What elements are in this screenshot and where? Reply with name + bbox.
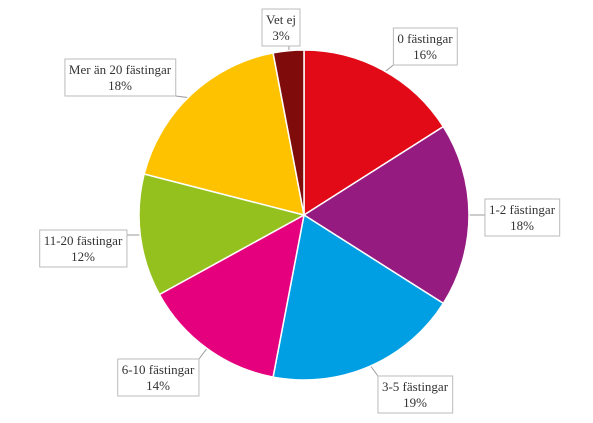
label-box bbox=[117, 358, 200, 397]
label-value: 12% bbox=[71, 249, 95, 264]
pie-slice bbox=[143, 52, 305, 217]
label-value: 18% bbox=[108, 78, 132, 93]
label-box bbox=[64, 58, 177, 97]
data-label: Vet ej3% bbox=[261, 8, 301, 47]
pie-slice bbox=[272, 213, 445, 381]
label-value: 16% bbox=[413, 47, 437, 62]
label-category: Mer än 20 fästingar bbox=[69, 62, 172, 77]
pie-slice bbox=[272, 49, 305, 216]
label-category: 1-2 fästingar bbox=[489, 202, 556, 217]
label-value: 3% bbox=[272, 28, 290, 43]
label-category: 0 fästingar bbox=[397, 31, 453, 46]
label-box bbox=[484, 198, 561, 237]
label-box bbox=[392, 27, 458, 66]
label-box bbox=[39, 229, 128, 268]
pie-slice bbox=[303, 49, 445, 217]
label-category: 3-5 fästingar bbox=[382, 379, 449, 394]
label-box bbox=[261, 8, 301, 47]
label-value: 18% bbox=[510, 218, 534, 233]
pie-slice bbox=[138, 173, 307, 296]
label-value: 14% bbox=[146, 378, 170, 393]
label-box bbox=[377, 375, 454, 414]
label-category: 6-10 fästingar bbox=[122, 362, 195, 377]
label-value: 19% bbox=[403, 395, 427, 410]
pie-slice bbox=[302, 125, 470, 305]
label-category: 11-20 fästingar bbox=[44, 233, 123, 248]
label-category: Vet ej bbox=[266, 12, 296, 27]
pie-slice bbox=[158, 213, 306, 378]
